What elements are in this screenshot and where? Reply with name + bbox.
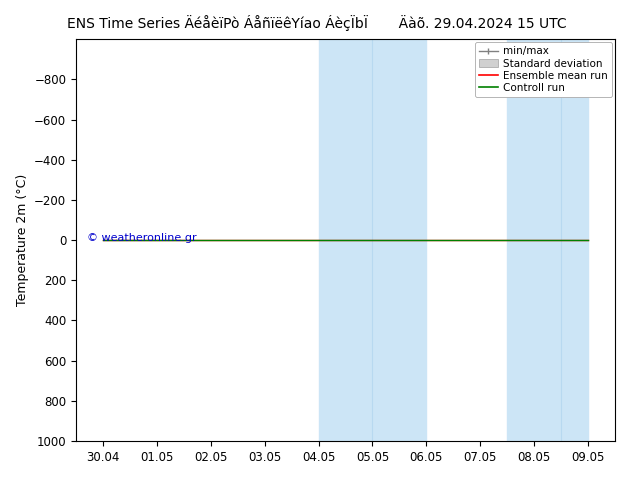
Bar bbox=[319, 39, 426, 441]
Y-axis label: Temperature 2m (°C): Temperature 2m (°C) bbox=[16, 174, 29, 306]
Text: © weatheronline.gr: © weatheronline.gr bbox=[87, 233, 197, 243]
Bar bbox=[507, 39, 588, 441]
Text: ENS Time Series ÄéåèïPò ÁåñïëêYíao ÁèçÏbÏ       Äàõ. 29.04.2024 15 UTC: ENS Time Series ÄéåèïPò ÁåñïëêYíao ÁèçÏb… bbox=[67, 15, 567, 31]
Legend: min/max, Standard deviation, Ensemble mean run, Controll run: min/max, Standard deviation, Ensemble me… bbox=[475, 42, 612, 97]
